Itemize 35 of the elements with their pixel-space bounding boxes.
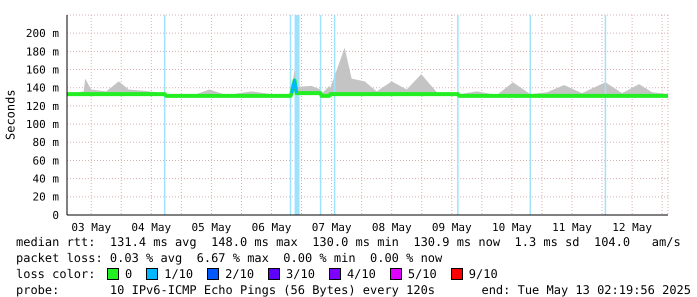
y-tick-label: 120 m — [26, 100, 60, 113]
legend-label: 4/10 — [346, 266, 376, 282]
x-tick-label: 09 May — [432, 220, 472, 234]
x-tick-label: 07 May — [312, 220, 352, 234]
x-tick-label: 04 May — [131, 220, 172, 234]
x-tick-label: 10 May — [492, 220, 532, 234]
y-tick-label: 40 m — [32, 172, 60, 186]
legend-label: 1/10 — [164, 266, 194, 282]
line-series — [67, 78, 668, 98]
y-tick-label: 160 m — [26, 63, 60, 76]
text: median rtt: 131.4 ms avg 148.0 ms max 130.0 ms min 130.9 ms now 1.3 ms sd 104.0 am/s — [16, 234, 682, 250]
y-tick-label: 100 m — [26, 118, 60, 131]
x-tick-label: 08 May — [372, 220, 412, 234]
legend-label: 3/10 — [286, 266, 315, 282]
y-tick-label: 20 m — [32, 190, 60, 204]
text: packet loss: 0.03 % avg 6.67 % max 0.00 % min 0.00 % now — [16, 250, 444, 266]
text: end: Tue May 13 02:19:56 2025 — [481, 282, 691, 297]
legend-label: 5/10 — [408, 266, 437, 282]
y-tick-label: 60 m — [32, 154, 60, 168]
x-tick-label: 03 May — [71, 220, 112, 234]
y-tick-label: 200 m — [26, 27, 60, 40]
x-tick-label: 11 May — [552, 220, 592, 234]
y-axis-title: Seconds — [3, 89, 18, 140]
y-tick-label: 80 m — [32, 136, 60, 150]
text: probe: 10 IPv6-ICMP Echo Pings (56 Bytes) every 120s — [16, 282, 436, 297]
legend-label: 2/10 — [225, 266, 254, 282]
y-tick-label: 140 m — [26, 82, 60, 95]
x-tick-label: 06 May — [252, 220, 292, 234]
legend-title: loss color: — [16, 266, 96, 282]
y-tick-label: 180 m — [26, 45, 60, 58]
legend-label: 9/10 — [468, 266, 498, 282]
x-tick-label: 05 May — [192, 220, 232, 234]
x-tick-label: 12 May — [612, 220, 652, 234]
legend-label: 0 — [125, 266, 132, 282]
y-tick-label: 0 — [52, 208, 59, 222]
